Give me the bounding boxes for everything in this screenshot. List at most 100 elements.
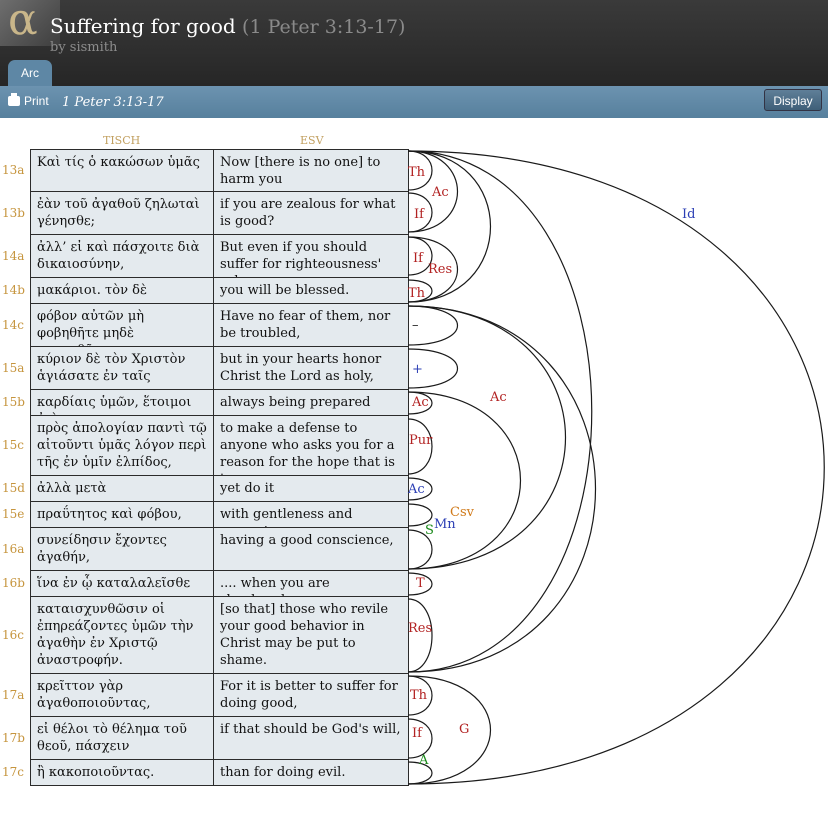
relationship-arc [407,718,433,759]
greek-text: ἀλλ’ εἰ καὶ πάσχοιτε διὰ δικαιοσύνην, [30,235,214,278]
arc-label[interactable]: Ac [431,185,449,200]
greek-text: καταισχυνθῶσιν οἱ ἐπηρεάζοντες ὑμῶν τὴν … [30,597,214,674]
arc-label[interactable]: Id [682,207,695,222]
toolbar-passage: 1 Peter 3:13-17 [62,95,164,110]
relationship-arc [407,503,433,527]
alpha-logo-icon: α [8,0,38,45]
print-button[interactable]: Print [8,93,49,108]
arc-label[interactable]: – [412,318,419,333]
arc-label[interactable]: Csv [450,505,475,520]
column-header-tisch: TISCH [103,134,141,147]
arc-label[interactable]: Th [408,165,426,180]
english-text: but in your hearts honor Christ the Lord… [213,347,409,390]
relationship-arc [407,477,433,501]
table-row: φόβον αὐτῶν μὴ φοβηθῆτε μηδὲ ταραχθῆτε,H… [30,304,409,347]
arc-label[interactable]: Th [410,688,428,703]
english-text: Have no fear of them, nor be troubled, [213,304,409,347]
arc-label[interactable]: If [413,251,424,266]
page-title: Suffering for good (1 Peter 3:13-17) [50,14,405,38]
relationship-arc [407,675,491,785]
table-row: συνείδησιν ἔχοντες ἀγαθήν, having a good … [30,528,409,571]
arc-label[interactable]: Res [408,621,432,636]
english-text: having a good conscience, [213,528,409,571]
arc-label[interactable]: If [414,207,425,222]
arc-label[interactable]: Mn [434,517,456,532]
greek-text: ἀλλὰ μετὰ [30,476,214,502]
verse-label: 17b [2,730,25,745]
relationship-arc [407,192,433,233]
arc-label[interactable]: Res [428,262,452,277]
table-row: καρδίαις ὑμῶν, ἕτοιμοι ἀεὶalways being p… [30,390,409,416]
english-text: [so that] those who revile your good beh… [213,597,409,674]
verse-label: 15a [2,360,25,375]
english-text: if you are zealous for what is good? [213,192,409,235]
table-row: κύριον δὲ τὸν Χριστὸν ἁγιάσατε ἐν ταῖς bu… [30,347,409,390]
greek-text: κύριον δὲ τὸν Χριστὸν ἁγιάσατε ἐν ταῖς [30,347,214,390]
greek-text: πραΰτητος καὶ φόβου, [30,502,214,528]
verse-label: 16a [2,541,25,556]
greek-text: κρεῖττον γὰρ ἀγαθοποιοῦντας, [30,674,214,717]
relationship-arc [407,675,433,716]
greek-text: Καὶ τίς ὁ κακώσων ὑμᾶς [30,149,214,192]
arc-label[interactable]: A [418,753,429,768]
table-row: καταισχυνθῶσιν οἱ ἐπηρεάζοντες ὑμῶν τὴν … [30,597,409,674]
relationship-arc [407,150,825,785]
greek-text: πρὸς ἀπολογίαν παντὶ τῷ αἰτοῦντι ὑμᾶς λό… [30,416,214,476]
english-text: .... when you are slandered, [213,571,409,597]
tab-arc[interactable]: Arc [8,60,52,86]
relationship-arc [407,529,433,570]
relationship-arc [407,150,492,303]
app-header: α Suffering for good (1 Peter 3:13-17) b… [0,0,828,86]
english-text: But even if you should suffer for righte… [213,235,409,278]
verse-label: 16c [2,627,24,642]
arc-label[interactable]: Pur [409,433,433,448]
arc-label[interactable]: Ac [411,395,429,410]
verse-label: 16b [2,576,25,590]
greek-text: εἰ θέλοι τὸ θέλημα τοῦ θεοῦ, πάσχειν [30,717,214,760]
english-text: to make a defense to anyone who asks you… [213,416,409,476]
relationship-arc [407,236,458,303]
relationship-arc [407,391,522,570]
table-row: πραΰτητος καὶ φόβου, with gentleness and … [30,502,409,528]
greek-text: μακάριοι. τὸν δὲ [30,278,214,304]
verse-label: 17c [2,765,24,779]
table-row: πρὸς ἀπολογίαν παντὶ τῷ αἰτοῦντι ὑμᾶς λό… [30,416,409,476]
arc-label[interactable]: T [416,576,425,591]
greek-text: συνείδησιν ἔχοντες ἀγαθήν, [30,528,214,571]
verse-label: 14c [2,317,24,332]
relationship-arc [407,348,459,389]
arc-label[interactable]: Ac [489,390,507,405]
app-logo[interactable]: α [0,0,60,46]
relationship-arc [407,305,566,570]
arc-title: Suffering for good [50,14,236,38]
english-text: always being prepared [213,390,409,416]
arc-label[interactable]: If [412,726,423,741]
column-header-esv: ESV [300,134,324,147]
table-row: ἐὰν τοῦ ἀγαθοῦ ζηλωταὶ γένησθε; if you ar… [30,192,409,235]
verse-label: 15d [2,481,25,495]
verse-label: 15b [2,395,25,409]
relationship-arc [407,150,458,233]
arc-label[interactable]: G [459,722,469,737]
arc-label[interactable]: Th [408,286,426,301]
verse-label: 13a [2,162,25,177]
passage-reference: (1 Peter 3:13-17) [242,16,406,38]
table-row: εἰ θέλοι τὸ θέλημα τοῦ θεοῦ, πάσχειν if t… [30,717,409,760]
relationship-arc [407,305,597,673]
english-text: with gentleness and respect, [213,502,409,528]
verse-label: 17a [2,687,25,702]
arc-label[interactable]: S [425,523,434,538]
arc-label[interactable]: Ac [407,482,425,497]
display-button[interactable]: Display [764,89,822,111]
verse-label: 13b [2,205,25,220]
relationship-arc [407,418,433,475]
english-text: Now [there is no one] to harm you [213,149,409,192]
arc-label[interactable]: + [412,362,423,377]
relationship-arc [407,236,433,276]
verse-label: 14a [2,248,25,263]
relationship-arc [407,150,593,673]
table-row: ἀλλὰ μετὰ yet do it [30,476,409,502]
greek-text: ἢ κακοποιοῦντας. [30,760,214,786]
table-row: μακάριοι. τὸν δὲ you will be blessed. [30,278,409,304]
verse-label: 14b [2,283,25,297]
